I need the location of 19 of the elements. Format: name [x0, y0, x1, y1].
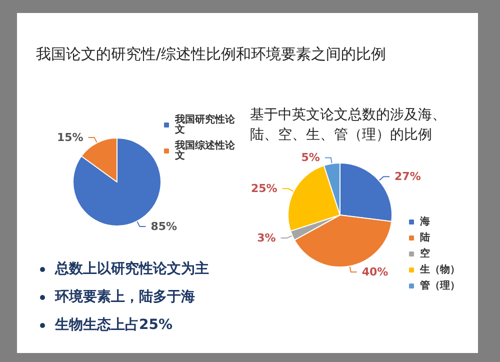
- data-label: 15%: [56, 130, 84, 144]
- data-label: 85%: [150, 220, 178, 234]
- data-label: 25%: [250, 182, 278, 196]
- data-label: 40%: [362, 265, 388, 278]
- legend-label: 陆: [420, 232, 430, 244]
- chart-title: 我国论文的研究性/综述性比例和环境要素之间的比例: [36, 45, 386, 64]
- data-label: 27%: [394, 170, 421, 184]
- chart-title: 基于中英文论文总数的涉及海、陆、空、生、管（理）的比例: [250, 106, 447, 145]
- legend-label: 空: [420, 248, 430, 260]
- legend-label: 海: [419, 216, 430, 228]
- text: 总数上以研究性论文为主: [55, 261, 209, 277]
- text: 环境要素上，陆多于海: [55, 289, 195, 305]
- text: 生物生态上占25%: [55, 317, 173, 333]
- legend-label: 我国综述性论文: [174, 140, 236, 162]
- legend-label: 管（理）: [419, 280, 460, 292]
- data-label: 5%: [301, 151, 320, 164]
- data-label: 3%: [257, 232, 276, 245]
- legend-label: 我国研究性论文: [174, 114, 236, 136]
- legend-label: 生（物）: [419, 264, 460, 276]
